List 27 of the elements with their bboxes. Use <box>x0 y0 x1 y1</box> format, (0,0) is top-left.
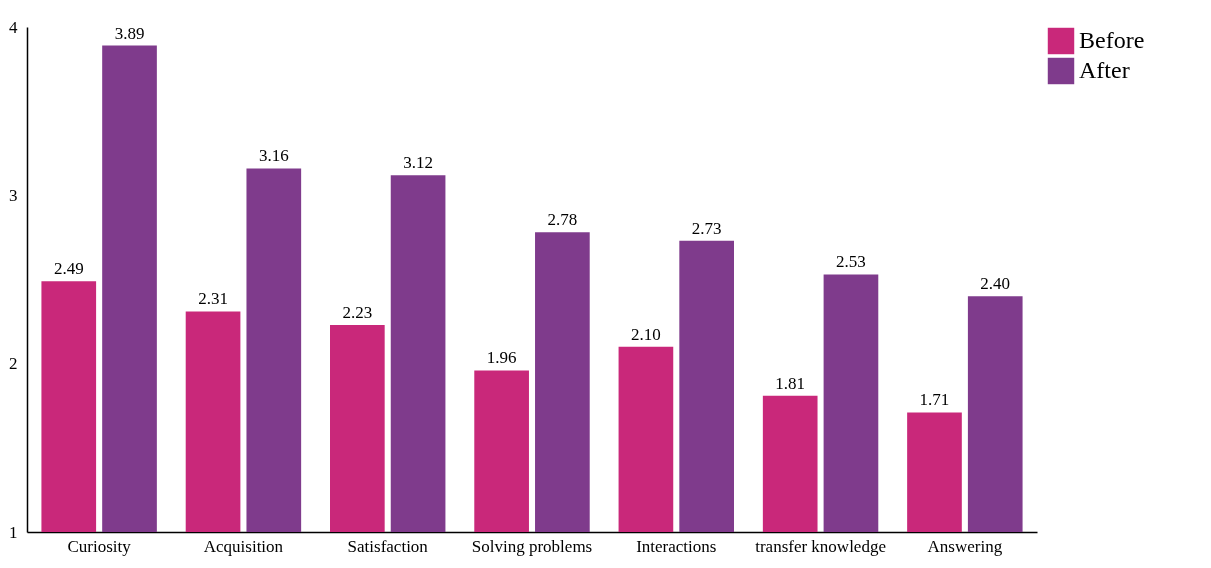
x-tick-label: Curiosity <box>67 536 132 556</box>
data-label: 3.12 <box>403 153 433 173</box>
x-tick-label: transfer knowledge <box>755 536 886 556</box>
x-tick-label: Answering <box>927 536 1003 556</box>
data-label: 2.49 <box>53 259 84 279</box>
data-label: 3.16 <box>258 146 289 166</box>
y-tick-label: 1 <box>9 522 18 542</box>
x-tick-label: Satisfaction <box>347 536 429 556</box>
data-label: 2.40 <box>980 274 1011 294</box>
data-label: 2.78 <box>547 210 578 230</box>
data-label: 1.96 <box>486 348 517 368</box>
legend-label: Before <box>1079 27 1145 53</box>
data-label: 2.53 <box>836 252 866 272</box>
data-label: 2.73 <box>691 218 722 238</box>
x-tick-label: Interactions <box>636 536 717 556</box>
data-label: 1.81 <box>775 373 806 393</box>
x-tick-label: Acquisition <box>203 536 284 556</box>
data-label: 1.71 <box>919 390 950 410</box>
data-label: 2.10 <box>631 324 661 344</box>
y-tick-label: 3 <box>9 185 18 205</box>
data-label: 2.23 <box>342 302 373 322</box>
y-tick-label: 4 <box>9 17 18 37</box>
x-tick-label: Solving problems <box>471 536 593 556</box>
data-label: 2.31 <box>198 289 228 309</box>
data-label: 3.89 <box>114 23 145 43</box>
legend-label: After <box>1079 57 1130 83</box>
y-tick-label: 2 <box>9 354 18 374</box>
